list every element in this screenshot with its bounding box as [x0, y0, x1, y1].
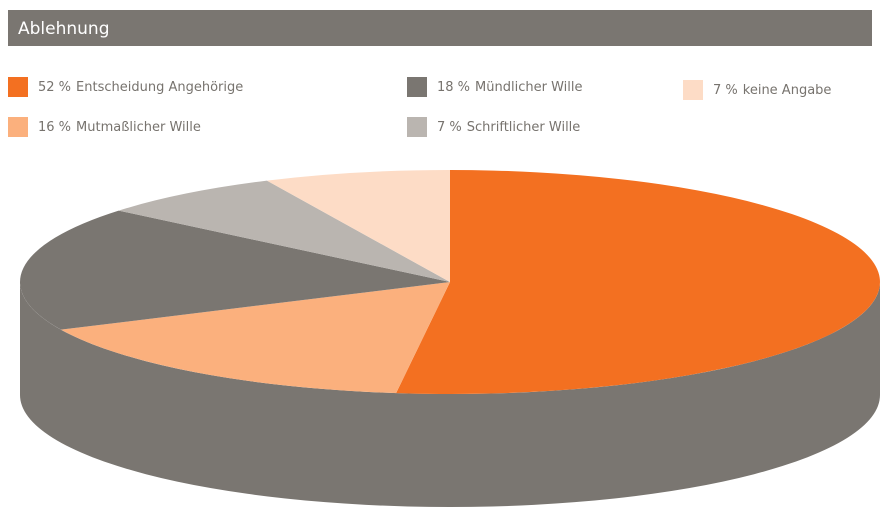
legend-value: 16 %: [38, 120, 71, 135]
legend-label: 16 % Mutmaßlicher Wille: [38, 120, 201, 135]
legend-swatch: [683, 80, 703, 100]
legend-label: 18 % Mündlicher Wille: [437, 80, 582, 95]
legend-swatch: [8, 77, 28, 97]
legend-value: 52 %: [38, 80, 71, 95]
pie-slice: [60, 282, 450, 394]
pie-slice: [19, 210, 450, 330]
legend-name: Schriftlicher Wille: [467, 120, 581, 135]
legend-value: 7 %: [713, 83, 738, 98]
chart-title: Ablehnung: [18, 19, 110, 39]
legend-name: Entscheidung Angehörige: [76, 80, 243, 95]
legend-swatch: [8, 117, 28, 137]
header-bar: [8, 10, 872, 46]
legend-swatch: [407, 77, 427, 97]
pie-slice: [396, 170, 880, 394]
legend-name: Mutmaßlicher Wille: [76, 120, 201, 135]
legend-label: 7 % Schriftlicher Wille: [437, 120, 580, 135]
legend-label: 52 % Entscheidung Angehörige: [38, 80, 243, 95]
pie-slice: [118, 180, 450, 282]
pie-side: [20, 282, 880, 507]
legend-name: keine Angabe: [743, 83, 832, 98]
legend-label: 7 % keine Angabe: [713, 83, 831, 98]
legend-value: 7 %: [437, 120, 462, 135]
legend-name: Mündlicher Wille: [475, 80, 582, 95]
pie-slice: [266, 170, 450, 282]
legend-value: 18 %: [437, 80, 470, 95]
legend-swatch: [407, 117, 427, 137]
